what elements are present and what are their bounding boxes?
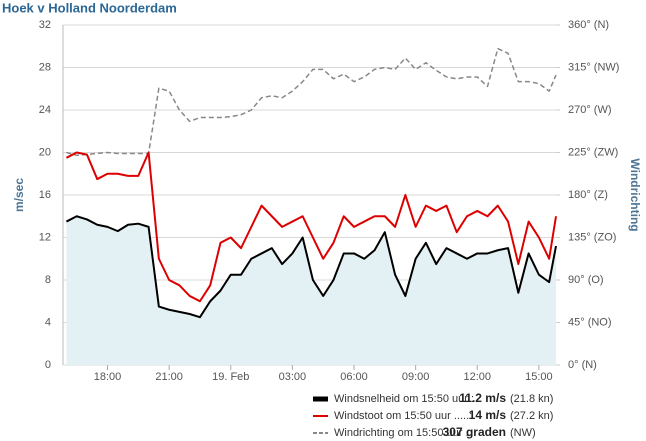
legend-label: Windrichting om 15:50 uur .: [334, 427, 472, 439]
y2-tick-label: 135° (ZO) [568, 231, 616, 243]
legend-alt: (21.8 kn) [510, 393, 553, 405]
y2-tick-label: 225° (ZW) [568, 146, 618, 158]
legend-value: 11.2 m/s [459, 391, 506, 405]
series-area [66, 216, 557, 365]
y-tick-label: 8 [45, 274, 51, 286]
y2-tick-label: 270° (W) [568, 104, 612, 116]
x-tick-label: 12:00 [463, 371, 491, 383]
legend-value: 307 graden [443, 425, 506, 439]
y-tick-label: 0 [45, 359, 51, 371]
y-tick-label: 28 [39, 61, 51, 73]
y2-tick-label: 180° (Z) [568, 189, 608, 201]
series-line [66, 47, 557, 157]
series-line [65, 151, 557, 303]
x-tick-label: 15:00 [525, 371, 553, 383]
y2-tick-label: 315° (NW) [568, 61, 619, 73]
legend-value: 14 m/s [469, 408, 507, 422]
y-tick-label: 32 [39, 19, 51, 31]
y-tick-label: 20 [39, 146, 51, 158]
y2-tick-label: 360° (N) [568, 19, 609, 31]
y-tick-label: 12 [39, 231, 51, 243]
y2-tick-label: 0° (N) [568, 359, 597, 371]
legend-alt: (NW) [510, 427, 536, 439]
y-tick-label: 16 [39, 189, 51, 201]
legend-label: Windsnelheid om 15:50 uur : [334, 393, 474, 405]
y2-axis-label: Windrichting [628, 158, 642, 231]
y2-tick-label: 90° (O) [568, 274, 604, 286]
x-tick-label: 06:00 [340, 371, 368, 383]
legend-label: Windstoot om 15:50 uur .....: [334, 410, 472, 422]
chart-title: Hoek v Holland Noorderdam [2, 0, 177, 15]
y-tick-label: 4 [45, 316, 51, 328]
x-tick-label: 21:00 [155, 371, 183, 383]
x-tick-label: 18:00 [94, 371, 122, 383]
x-tick-label: 09:00 [402, 371, 430, 383]
y-axis-label: m/sec [12, 178, 26, 212]
y2-tick-label: 45° (NO) [568, 316, 612, 328]
x-tick-label: 19. Feb [212, 371, 249, 383]
series-line [65, 215, 557, 319]
y-tick-label: 24 [39, 104, 51, 116]
x-tick-label: 03:00 [279, 371, 307, 383]
legend-alt: (27.2 kn) [510, 410, 553, 422]
